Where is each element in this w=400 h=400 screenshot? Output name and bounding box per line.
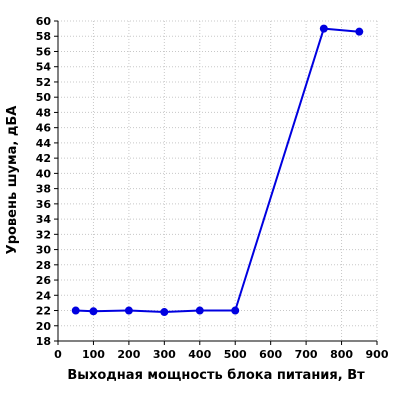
data-point <box>231 306 240 315</box>
y-tick-label: 54 <box>36 61 52 74</box>
series-layer <box>71 24 364 317</box>
y-tick-label: 56 <box>36 45 52 58</box>
data-point <box>124 306 133 315</box>
y-tick-label: 20 <box>36 320 52 333</box>
y-tick-label: 44 <box>36 137 52 150</box>
y-tick-label: 30 <box>36 244 52 257</box>
y-tick-label: 58 <box>36 30 51 43</box>
y-tick-label: 60 <box>36 15 52 28</box>
data-point <box>71 306 80 315</box>
data-point <box>195 306 204 315</box>
data-point <box>160 308 169 317</box>
axes <box>54 20 378 345</box>
x-tick-label: 400 <box>188 348 211 361</box>
x-tick-label: 600 <box>259 348 282 361</box>
y-tick-label: 36 <box>36 198 52 211</box>
x-axis-title: Выходная мощность блока питания, Вт <box>67 368 365 383</box>
y-axis-title: Уровень шума, дБА <box>5 106 20 255</box>
y-tick-labels: 18 20 22 24 26 28 30 32 34 36 38 40 42 44 46 48 50 52 54 56… <box>36 15 52 348</box>
x-tick-label: 700 <box>295 348 318 361</box>
y-tick-label: 46 <box>36 122 52 135</box>
data-point <box>319 24 328 33</box>
y-tick-label: 40 <box>36 167 52 180</box>
y-tick-label: 52 <box>36 76 51 89</box>
y-tick-label: 22 <box>36 305 51 318</box>
y-tick-label: 34 <box>36 213 52 226</box>
data-point <box>355 27 364 36</box>
y-tick-label: 38 <box>36 183 51 196</box>
series-line <box>75 27 360 313</box>
x-tick-label: 100 <box>82 348 105 361</box>
x-tick-label: 500 <box>224 348 247 361</box>
x-tick-label: 900 <box>366 348 389 361</box>
y-tick-label: 48 <box>36 106 51 119</box>
x-tick-label: 300 <box>153 348 176 361</box>
x-tick-label: 800 <box>330 348 353 361</box>
y-tick-label: 26 <box>36 274 52 287</box>
x-tick-label: 0 <box>54 348 62 361</box>
y-tick-label: 32 <box>36 228 51 241</box>
y-tick-label: 50 <box>36 91 52 104</box>
x-tick-labels: 0 100 200 300 400 500 600 700 800 900 <box>54 348 389 361</box>
x-tick-label: 200 <box>117 348 140 361</box>
data-point <box>89 307 98 316</box>
y-tick-label: 24 <box>36 289 52 302</box>
y-tick-label: 28 <box>36 259 51 272</box>
y-tick-label: 42 <box>36 152 51 165</box>
y-tick-label: 18 <box>36 335 51 348</box>
grid <box>58 20 378 341</box>
